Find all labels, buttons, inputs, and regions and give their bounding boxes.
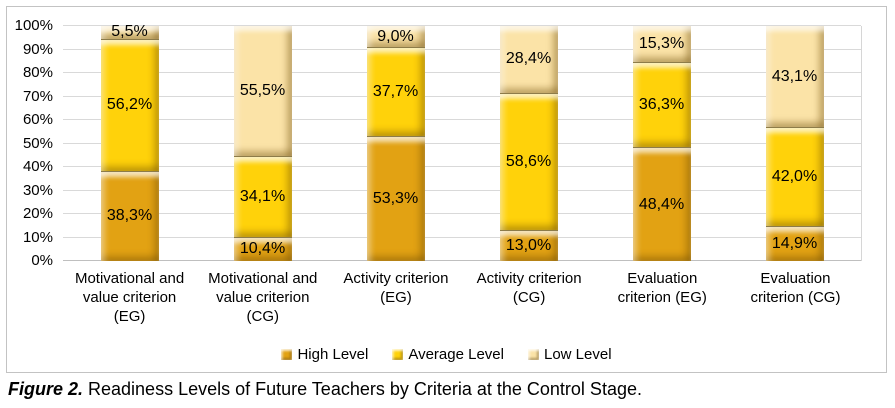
bar-slot: 15,3% 36,3% 48,4%	[595, 26, 728, 261]
bar-slot: 5,5% 56,2% 38,3%	[63, 23, 196, 261]
y-tick-label: 20%	[22, 205, 53, 223]
y-tick-label: 30%	[22, 181, 53, 199]
bar-segment-average-level: 36,3%	[632, 61, 691, 148]
data-label: 9,0%	[377, 27, 414, 45]
data-label: 15,3%	[638, 34, 685, 52]
y-tick-label: 100%	[14, 17, 53, 35]
stacked-bar: 15,3% 36,3% 48,4%	[632, 26, 691, 261]
category-label: Activity criterion (CG)	[476, 270, 582, 306]
data-label: 58,6%	[505, 153, 552, 171]
bar-segment-low-level: 55,5%	[233, 26, 292, 157]
category-axis: Motivational and value criterion (EG) Mot…	[63, 269, 862, 326]
data-label: 56,2%	[106, 96, 153, 114]
data-label: 43,1%	[771, 67, 818, 85]
data-label: 14,9%	[771, 234, 818, 252]
data-label: 5,5%	[111, 23, 148, 41]
bar-segment-average-level: 37,7%	[366, 47, 425, 136]
bar-slot: 9,0% 37,7% 53,3%	[329, 26, 462, 261]
y-axis: 0% 10% 20% 30% 40% 50% 60% 70% 80% 90% 100%	[7, 17, 57, 269]
bar-slot: 43,1% 42,0% 14,9%	[728, 26, 861, 261]
gridline	[63, 166, 861, 167]
data-label: 48,4%	[638, 195, 685, 213]
gridline	[63, 48, 861, 50]
category-label: Evaluation criterion (CG)	[750, 270, 841, 306]
stacked-bar: 5,5% 56,2% 38,3%	[100, 23, 159, 261]
data-label: 36,3%	[638, 96, 685, 114]
bar-segment-average-level: 58,6%	[499, 92, 558, 231]
figure-caption-label: Figure 2.	[8, 379, 84, 399]
data-label: 55,5%	[239, 82, 286, 100]
gridline	[63, 142, 861, 144]
data-label: 34,1%	[239, 187, 286, 205]
y-tick-label: 90%	[22, 40, 53, 58]
plot-wrap: 0% 10% 20% 30% 40% 50% 60% 70% 80% 90% 100% 5,5% 56…	[7, 7, 886, 372]
stacked-bar: 43,1% 42,0% 14,9%	[765, 26, 824, 261]
legend-marker-icon	[392, 349, 404, 360]
legend-label: Average Level	[408, 346, 504, 363]
stacked-bar: 28,4% 58,6% 13,0%	[499, 26, 558, 261]
stacked-bar: 9,0% 37,7% 53,3%	[366, 26, 425, 261]
bar-segment-high-level: 10,4%	[233, 236, 292, 261]
bar-segment-high-level: 13,0%	[499, 230, 558, 261]
legend-item: Low Level	[527, 346, 612, 363]
gridline	[63, 119, 861, 120]
bar-segment-high-level: 48,4%	[632, 147, 691, 261]
y-tick-label: 10%	[22, 228, 53, 246]
bar-segment-low-level: 5,5%	[100, 23, 159, 41]
legend-item: Average Level	[392, 346, 504, 363]
y-tick-label: 50%	[22, 134, 53, 152]
gridline	[63, 260, 861, 261]
bar-segment-average-level: 56,2%	[100, 38, 159, 171]
bar-segment-high-level: 38,3%	[100, 170, 159, 261]
y-tick-label: 40%	[22, 158, 53, 176]
bar-segment-low-level: 43,1%	[765, 26, 824, 128]
y-tick-label: 70%	[22, 87, 53, 105]
gridline	[63, 95, 861, 97]
legend-label: High Level	[297, 346, 369, 363]
plot-area: 5,5% 56,2% 38,3% 55,5% 34,1% 10,4% 9,0% 37,7% 53…	[63, 23, 862, 261]
data-label: 53,3%	[372, 189, 419, 207]
bar-segment-high-level: 14,9%	[765, 225, 824, 261]
bar-slot: 55,5% 34,1% 10,4%	[196, 26, 329, 261]
bar-segment-low-level: 9,0%	[366, 26, 425, 48]
legend: High Level Average Level Low Level	[7, 346, 886, 363]
gridline	[63, 236, 861, 238]
category-label: Motivational and value criterion (CG)	[208, 270, 318, 325]
data-label: 37,7%	[372, 82, 419, 100]
figure-caption-text: Readiness Levels of Future Teachers by C…	[88, 379, 642, 399]
data-label: 13,0%	[505, 237, 552, 255]
bar-segment-high-level: 53,3%	[366, 135, 425, 261]
legend-item: High Level	[281, 346, 368, 363]
bar-segment-low-level: 28,4%	[499, 26, 558, 93]
legend-label: Low Level	[543, 346, 612, 363]
bar-segment-low-level: 15,3%	[632, 26, 691, 62]
y-tick-label: 0%	[31, 252, 53, 270]
chart-container: 0% 10% 20% 30% 40% 50% 60% 70% 80% 90% 100% 5,5% 56…	[6, 6, 887, 373]
legend-marker-icon	[527, 349, 539, 360]
y-tick-label: 80%	[22, 64, 53, 82]
category-label: Evaluation criterion (EG)	[617, 270, 707, 306]
bar-segment-average-level: 42,0%	[765, 127, 824, 226]
gridline	[63, 72, 861, 73]
gridline	[63, 25, 861, 26]
gridline	[63, 213, 861, 214]
bar-segment-average-level: 34,1%	[233, 156, 292, 237]
gridline	[63, 189, 861, 191]
bar-slot: 28,4% 58,6% 13,0%	[462, 26, 595, 261]
data-label: 10,4%	[239, 240, 286, 258]
category-label: Motivational and value criterion (EG)	[74, 270, 185, 325]
figure-caption: Figure 2. Readiness Levels of Future Teac…	[8, 379, 642, 400]
legend-marker-icon	[281, 349, 293, 360]
data-label: 42,0%	[771, 168, 818, 186]
data-label: 38,3%	[106, 207, 153, 225]
data-label: 28,4%	[505, 50, 552, 68]
y-tick-label: 60%	[22, 111, 53, 129]
category-label: Activity criterion (EG)	[343, 270, 449, 306]
stacked-bar: 55,5% 34,1% 10,4%	[233, 26, 292, 261]
bars-row: 5,5% 56,2% 38,3% 55,5% 34,1% 10,4% 9,0% 37,7% 53…	[63, 23, 861, 261]
